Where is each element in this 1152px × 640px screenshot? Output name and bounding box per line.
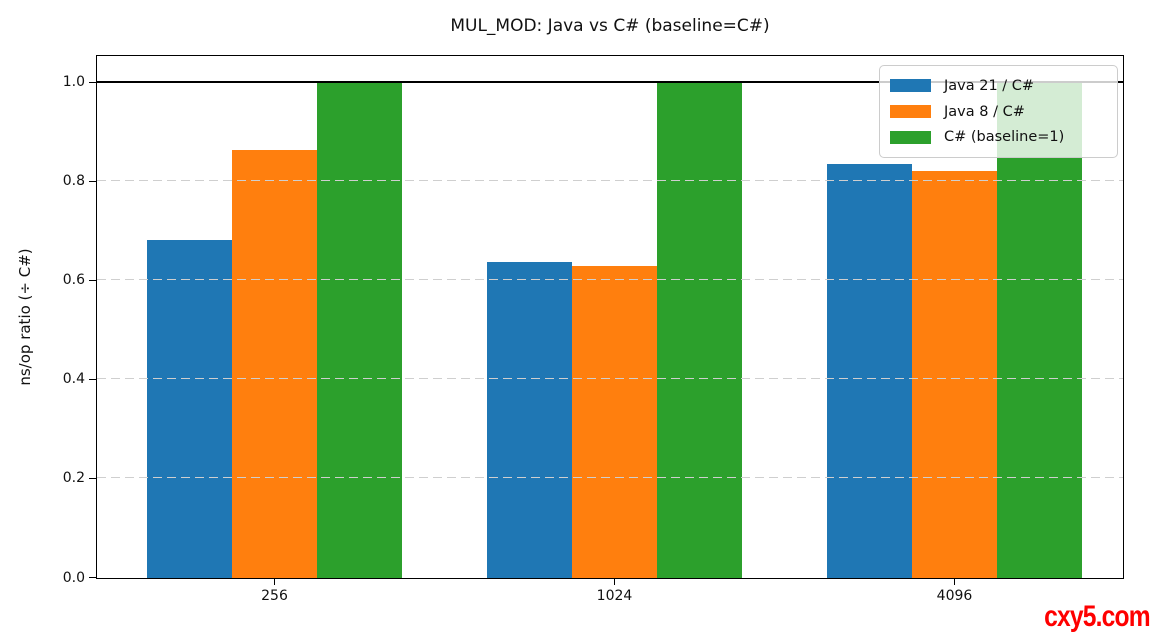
y-tick-0.2	[89, 477, 96, 480]
y-tick-0.8	[89, 180, 96, 183]
y-tick-label-0.4: 0.4	[62, 371, 85, 388]
watermark: cxy5.com	[1044, 600, 1150, 633]
legend-swatch-icon	[890, 79, 931, 93]
gridline-y-0.6	[97, 279, 1123, 282]
bar-c-baseline-1--4096	[996, 82, 1082, 578]
bar-java-21-c--4096	[826, 164, 912, 578]
x-tick-label-4096: 4096	[936, 588, 973, 604]
x-tick-label-1024: 1024	[596, 588, 633, 604]
gridline-y-0.8	[97, 180, 1123, 183]
gridline-y-0.2	[97, 477, 1123, 480]
legend-label: Java 8 / C#	[944, 103, 1025, 120]
y-tick-0.6	[89, 279, 96, 282]
bar-java-8-c--256	[231, 149, 317, 578]
legend-label: C# (baseline=1)	[944, 129, 1065, 146]
bar-c-baseline-1--256	[316, 82, 402, 578]
y-tick-label-1: 1.0	[62, 74, 85, 91]
y-tick-label-0.6: 0.6	[62, 272, 85, 289]
x-tick-256	[273, 579, 276, 585]
y-axis-label: ns/op ratio (÷ C#)	[16, 248, 34, 386]
legend-swatch-icon	[890, 130, 931, 144]
chart-title: MUL_MOD: Java vs C# (baseline=C#)	[450, 16, 770, 36]
y-tick-label-0.2: 0.2	[62, 470, 85, 487]
legend-swatch-icon	[890, 105, 931, 118]
legend-label: Java 21 / C#	[944, 77, 1035, 94]
x-tick-4096	[953, 579, 956, 585]
y-tick-label-0: 0.0	[62, 569, 85, 586]
y-tick-1	[89, 81, 96, 83]
y-tick-0.4	[89, 378, 96, 381]
y-tick-label-0.8: 0.8	[62, 173, 85, 190]
legend: Java 21 / C# Java 8 / C# C# (baseline=1)	[879, 65, 1118, 158]
plot-area	[96, 55, 1124, 579]
bar-c-baseline-1--1024	[656, 82, 742, 578]
bar-java-8-c--1024	[571, 265, 657, 578]
legend-entry: Java 8 / C#	[890, 99, 1107, 125]
legend-entry: C# (baseline=1)	[890, 124, 1107, 150]
bar-java-21-c--1024	[486, 261, 572, 578]
x-tick-1024	[613, 579, 616, 585]
gridline-y-0.4	[97, 378, 1123, 381]
baseline-line	[97, 80, 1123, 83]
legend-entry: Java 21 / C#	[890, 73, 1107, 99]
x-tick-label-256: 256	[261, 588, 288, 604]
bar-java-8-c--4096	[911, 171, 997, 578]
bar-java-21-c--256	[146, 239, 232, 578]
y-tick-0	[89, 576, 96, 579]
